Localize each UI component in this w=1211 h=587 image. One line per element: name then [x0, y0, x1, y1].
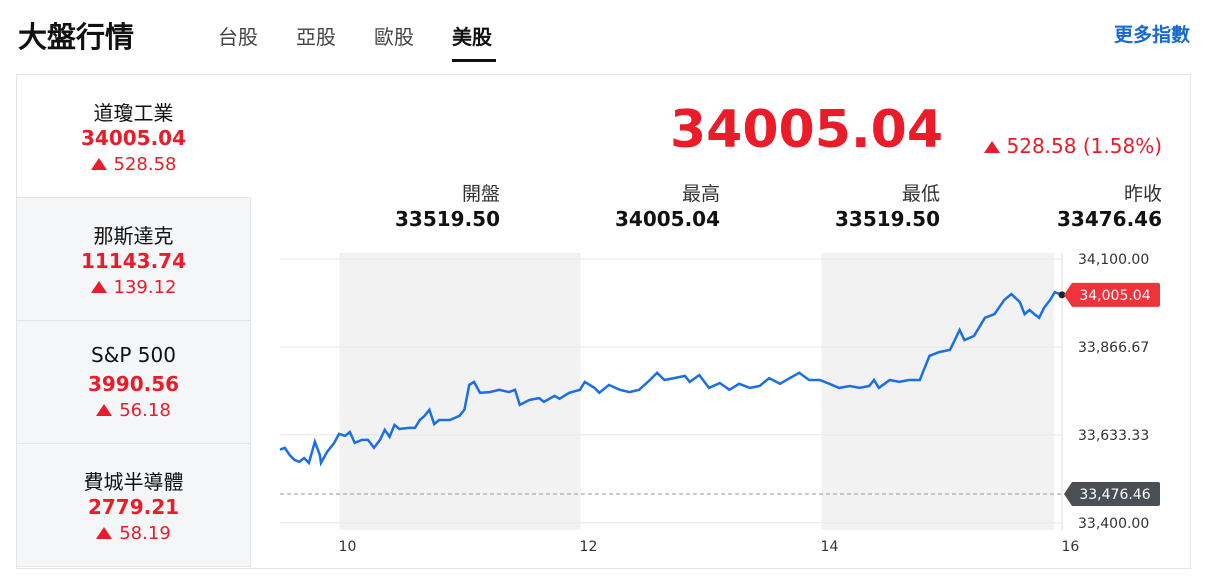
x-tick-label: 14 — [821, 539, 839, 555]
quote-change: 528.58 (1.58%) — [983, 134, 1162, 158]
more-link[interactable]: 更多指數 — [1113, 24, 1190, 46]
index-price: 3990.56 — [87, 372, 180, 396]
page-title: 大盤行情 — [18, 20, 135, 54]
last-price-tag — [1064, 282, 1160, 307]
index-change-text: 56.18 — [119, 400, 171, 421]
quote-change-text: 528.58 (1.58%) — [1006, 134, 1162, 158]
last-price-label: 34,005.04 — [1079, 288, 1150, 304]
tab[interactable]: 歐股 — [374, 25, 414, 49]
x-tick-label: 16 — [1062, 539, 1080, 555]
sidebar-item[interactable]: S&P 500 3990.56 56.18 — [17, 321, 251, 444]
last-point — [1058, 291, 1066, 299]
tab-underline — [452, 59, 496, 62]
index-change-text: 528.58 — [113, 154, 177, 175]
card — [16, 74, 1191, 569]
sidebar-item[interactable]: 那斯達克 11143.74 139.12 — [17, 198, 251, 321]
y-tick-label: 33,400.00 — [1078, 516, 1149, 532]
index-change-text: 139.12 — [113, 277, 177, 298]
x-tick-label: 10 — [339, 539, 357, 555]
session-shade — [339, 253, 581, 530]
index-price: 34005.04 — [80, 126, 186, 150]
up-arrow — [96, 527, 113, 539]
stat-value: 33476.46 — [1056, 207, 1162, 231]
stat-label: 最高 — [681, 183, 720, 205]
index-name: 那斯達克 — [93, 224, 174, 248]
y-tick-label: 33,866.67 — [1078, 340, 1149, 356]
up-arrow — [90, 158, 107, 170]
index-price: 11143.74 — [80, 249, 186, 273]
index-name: 費城半導體 — [83, 470, 184, 494]
index-name: 道瓊工業 — [93, 101, 174, 125]
index-change: 139.12 — [17, 277, 250, 298]
y-tick-label: 33,633.33 — [1078, 428, 1149, 444]
up-arrow — [96, 404, 113, 416]
session-shade — [821, 253, 1054, 530]
previous-close-tag — [1064, 482, 1160, 507]
quote-price: 34005.04 — [669, 100, 943, 160]
stat-value: 34005.04 — [614, 207, 720, 231]
previous-close-label: 33,476.46 — [1079, 487, 1150, 503]
tab[interactable]: 台股 — [218, 25, 258, 49]
index-price: 2779.21 — [87, 495, 180, 519]
stat-label: 昨收 — [1123, 183, 1162, 205]
sidebar-item[interactable]: 費城半導體 2779.21 58.19 — [17, 444, 251, 567]
stat-value: 33519.50 — [834, 207, 940, 231]
up-arrow — [983, 141, 1000, 153]
tab[interactable]: 亞股 — [296, 25, 336, 49]
index-change-text: 58.19 — [119, 523, 171, 544]
index-change: 56.18 — [17, 400, 250, 421]
tab[interactable]: 美股 — [452, 25, 492, 49]
x-tick-label: 12 — [580, 539, 598, 555]
up-arrow — [90, 281, 107, 293]
index-change: 58.19 — [17, 523, 250, 544]
stat-label: 開盤 — [461, 183, 500, 205]
index-change: 528.58 — [17, 154, 250, 175]
stat-value: 33519.50 — [394, 207, 500, 231]
price-line — [279, 290, 1063, 467]
sidebar-item[interactable]: 道瓊工業 34005.04 528.58 — [17, 75, 250, 198]
index-name: S&P 500 — [91, 343, 176, 367]
stat-label: 最低 — [901, 183, 940, 205]
y-tick-label: 34,100.00 — [1078, 252, 1149, 268]
